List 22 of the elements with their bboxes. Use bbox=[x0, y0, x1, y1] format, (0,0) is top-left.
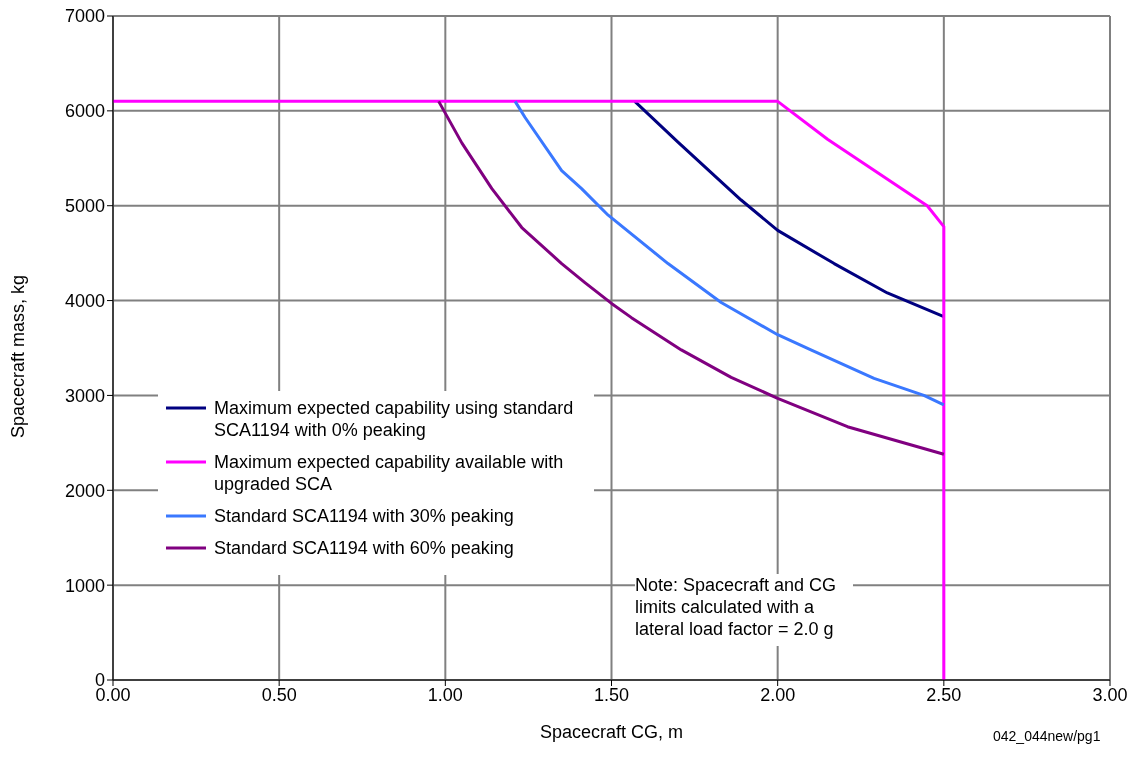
x-axis-title: Spacecraft CG, m bbox=[539, 722, 684, 742]
y-tick-label: 5000 bbox=[64, 196, 105, 217]
x-tick-label: 1.00 bbox=[427, 684, 463, 705]
x-tick-label: 2.50 bbox=[926, 684, 962, 705]
text: 042_044new/pg1 bbox=[993, 728, 1101, 744]
x-tick-label: 3.00 bbox=[1092, 684, 1128, 705]
x-tick-label: 0.50 bbox=[261, 684, 297, 705]
y-tick-label: 3000 bbox=[64, 385, 105, 406]
y-tick-label: 4000 bbox=[64, 290, 105, 311]
line-series bbox=[113, 99, 946, 680]
legend-label: Maximum expected capability available with upgraded SCA bbox=[214, 451, 565, 495]
y-tick-label: 2000 bbox=[64, 480, 105, 501]
y-tick-label: 1000 bbox=[64, 575, 105, 596]
y-axis-title: Spacecraft mass, kg bbox=[8, 274, 29, 438]
legend-label: Standard SCA1194 with 30% peaking bbox=[214, 505, 514, 527]
x-tick-label: 2.00 bbox=[760, 684, 796, 705]
legend-label: Maximum expected capability using standard SCA1194 with 0% peaking bbox=[214, 397, 575, 441]
x-tick-label: 1.50 bbox=[593, 684, 630, 705]
y-tick-label: 7000 bbox=[64, 6, 105, 27]
annotation: Note: Spacecraft and CG limits calculated with a lateral load factor = 2.0 g bbox=[635, 574, 853, 646]
legend-label: Standard SCA1194 with 60% peaking bbox=[214, 537, 514, 559]
y-tick-label: 6000 bbox=[64, 101, 105, 122]
